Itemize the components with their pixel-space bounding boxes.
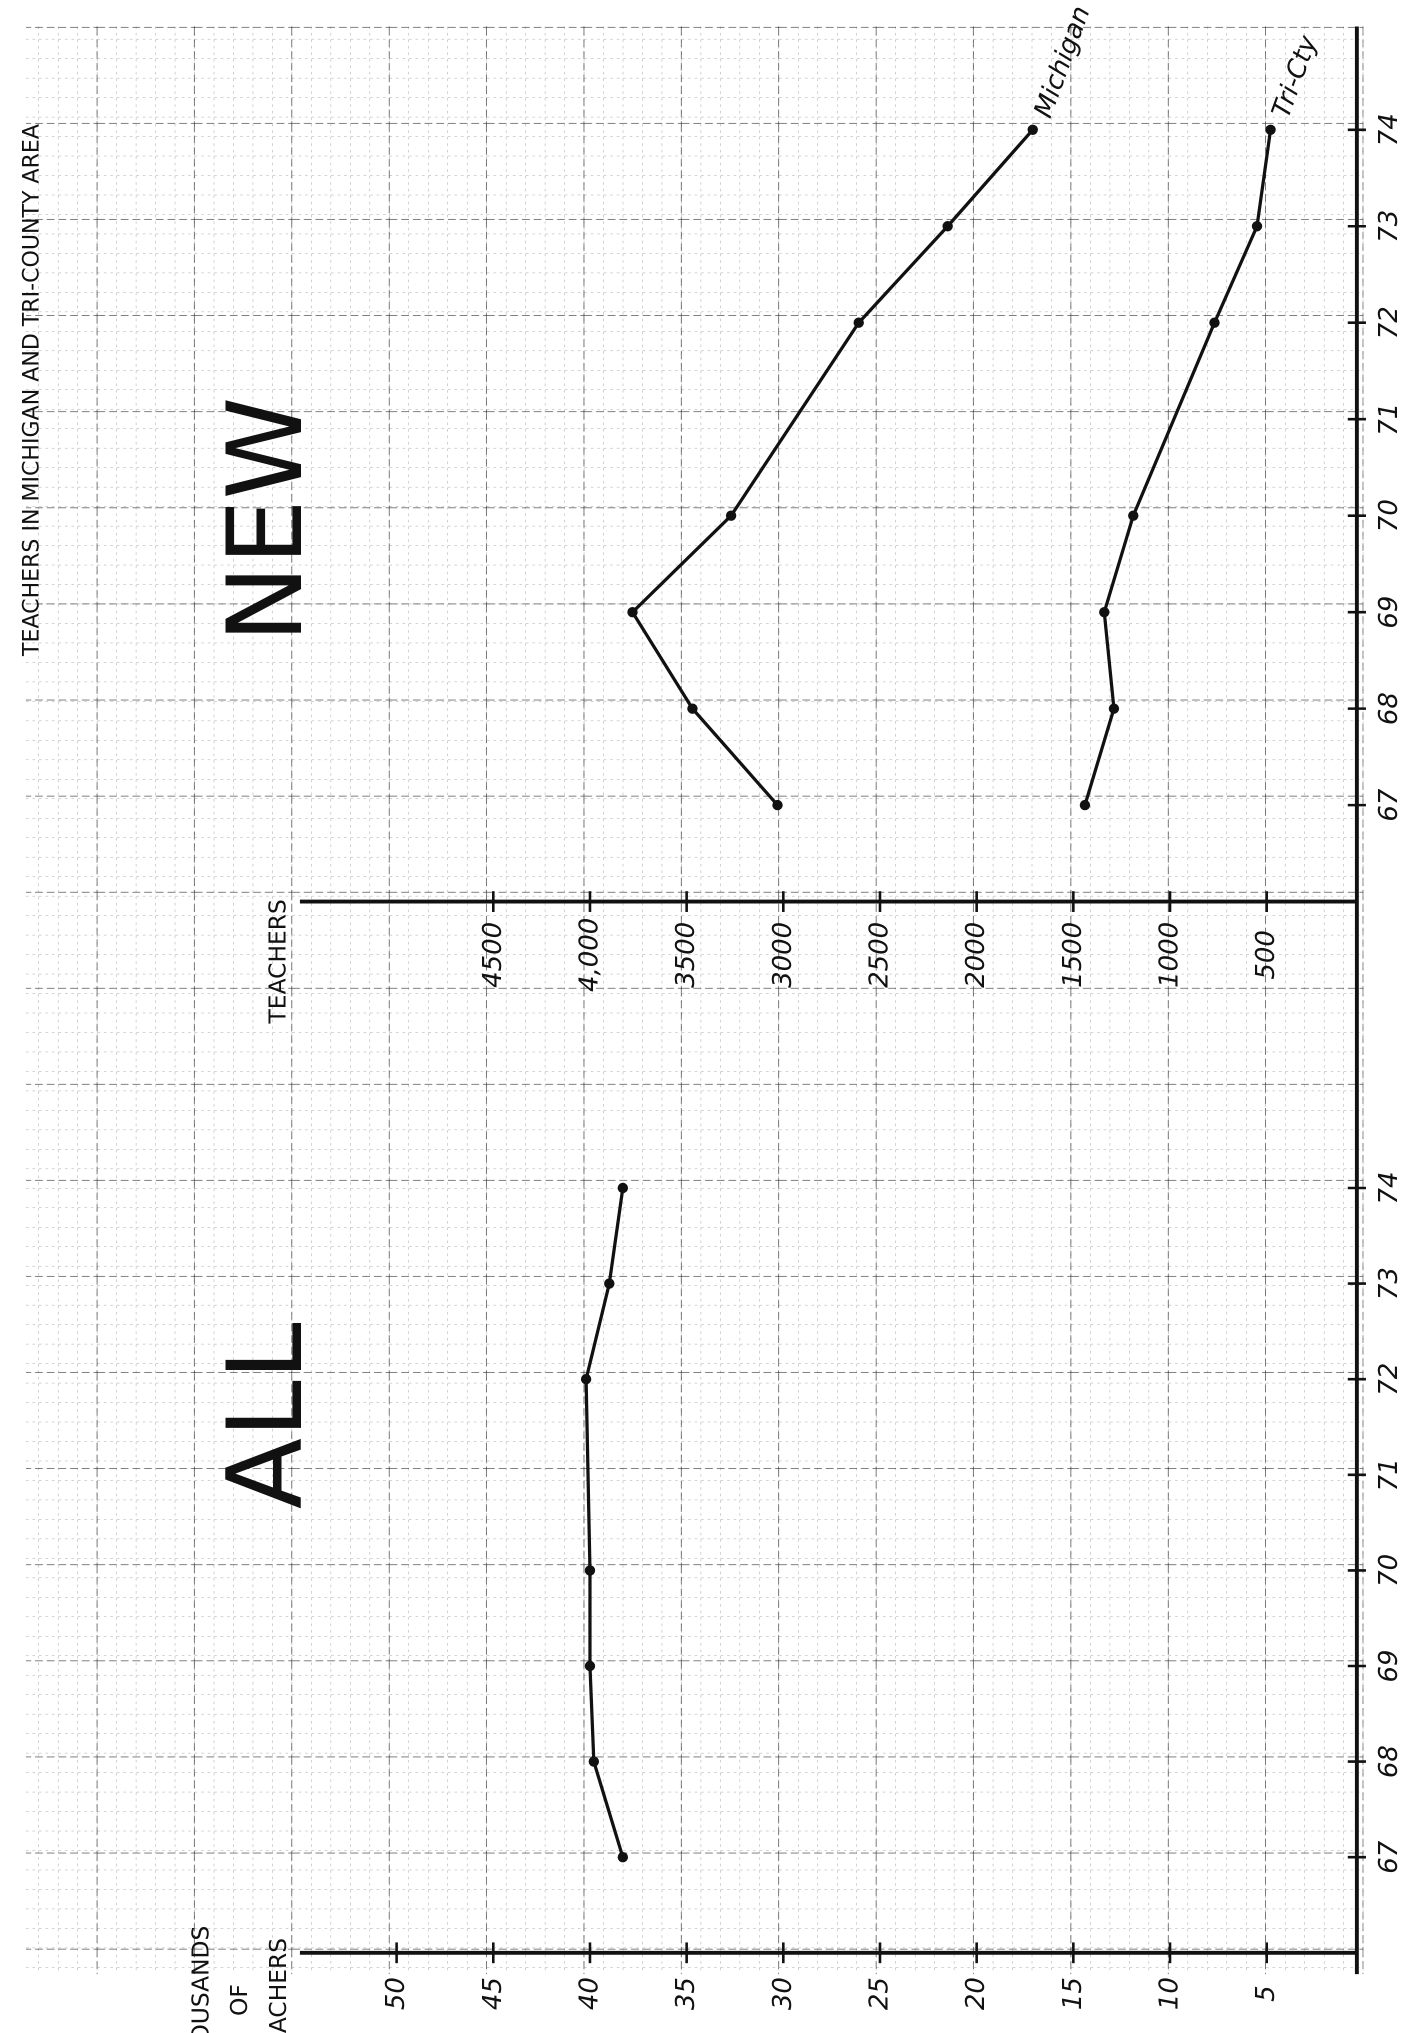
- y-tick-label: 35: [671, 1977, 701, 2010]
- y-tick-label: 3500: [671, 922, 701, 988]
- y-tick-label: 2500: [864, 922, 894, 988]
- x-tick-label: 74: [1374, 113, 1404, 146]
- data-point: [585, 1661, 595, 1671]
- data-point: [618, 1852, 628, 1862]
- data-point: [618, 1183, 628, 1193]
- chart-title: ALL: [206, 1322, 326, 1509]
- x-tick-label: 71: [1374, 403, 1404, 436]
- x-tick-label: 68: [1374, 692, 1404, 725]
- chart-title: NEW: [206, 397, 326, 643]
- data-point: [942, 221, 952, 231]
- data-point: [1265, 125, 1275, 135]
- y-tick-label: 2000: [961, 922, 991, 988]
- y-tick-label: 40: [574, 1977, 604, 2010]
- y-tick-label: 20: [961, 1977, 991, 2010]
- y-tick-label: 4,000: [574, 918, 604, 992]
- y-tick-label: 1000: [1155, 922, 1185, 988]
- data-point: [627, 607, 637, 617]
- data-point: [585, 1565, 595, 1575]
- data-point: [726, 510, 736, 520]
- data-point: [1128, 510, 1138, 520]
- x-tick-label: 73: [1374, 1267, 1404, 1300]
- x-tick-label: 69: [1374, 1649, 1404, 1682]
- data-point: [772, 800, 782, 810]
- y-tick-label: 25: [864, 1977, 894, 2010]
- x-tick-label: 72: [1374, 306, 1404, 339]
- x-tick-label: 73: [1374, 210, 1404, 243]
- y-tick-label: 50: [381, 1977, 411, 2010]
- data-point: [687, 703, 697, 713]
- data-point: [1080, 800, 1090, 810]
- y-tick-label: 3000: [768, 922, 798, 988]
- x-tick-label: 71: [1374, 1458, 1404, 1491]
- graph-paper-coarse: [26, 26, 1363, 1974]
- y-tick-label: 10: [1155, 1977, 1185, 2010]
- data-point: [1099, 607, 1109, 617]
- data-point: [854, 318, 864, 328]
- data-point: [1109, 703, 1119, 713]
- y-tick-label: 15: [1058, 1977, 1088, 2010]
- y-tick-label: 1500: [1058, 922, 1088, 988]
- page-title: TEACHERS IN MICHIGAN AND TRI-COUNTY AREA: [19, 124, 44, 657]
- x-tick-label: 70: [1374, 499, 1404, 532]
- x-tick-label: 68: [1374, 1745, 1404, 1778]
- y-tick-label: 5: [1251, 1985, 1281, 2002]
- data-point: [581, 1374, 591, 1384]
- x-tick-label: 74: [1374, 1171, 1404, 1204]
- x-tick-label: 67: [1374, 788, 1404, 822]
- data-point: [1252, 221, 1262, 231]
- y-tick-label: 45: [478, 1977, 508, 2010]
- y-tick-label: 500: [1251, 930, 1281, 980]
- y-axis-label: TEACHERS: [264, 899, 292, 1024]
- data-point: [589, 1756, 599, 1766]
- x-tick-label: 69: [1374, 596, 1404, 629]
- data-point: [604, 1278, 614, 1288]
- x-tick-label: 67: [1374, 1840, 1404, 1874]
- chart-page: TEACHERS IN MICHIGAN AND TRI-COUNTY AREA…: [0, 0, 1414, 2033]
- x-tick-label: 70: [1374, 1554, 1404, 1587]
- data-point: [1028, 125, 1038, 135]
- y-tick-label: 4500: [478, 922, 508, 988]
- y-tick-label: 30: [768, 1977, 798, 2010]
- data-point: [1209, 318, 1219, 328]
- x-tick-label: 72: [1374, 1363, 1404, 1396]
